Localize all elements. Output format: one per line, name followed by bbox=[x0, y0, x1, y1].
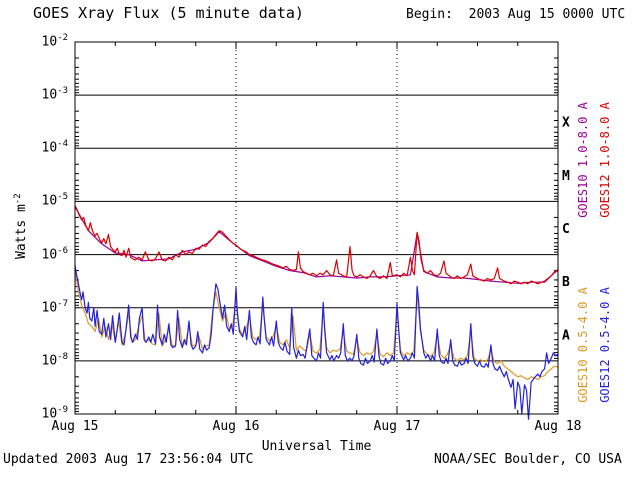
flare-class-label-a: A bbox=[562, 328, 570, 343]
series-line-goes10-1-0-8-0-a bbox=[74, 206, 559, 284]
flare-class-label-c: C bbox=[562, 222, 570, 237]
series-line-goes12-1-0-8-0-a bbox=[74, 205, 559, 285]
y-tick-label: 10-8 bbox=[41, 351, 69, 369]
legend-goes12-1-0-8-0-a: GOES12 1.0-8.0 A bbox=[598, 101, 612, 217]
x-tick-label: Aug 15 bbox=[51, 419, 99, 434]
y-tick-label: 10-3 bbox=[41, 86, 69, 103]
y-tick-label: 10-9 bbox=[41, 405, 69, 422]
legend-goes10-1-0-8-0-a: GOES10 1.0-8.0 A bbox=[576, 101, 590, 217]
legend-goes10-0-5-4-0-a: GOES10 0.5-4.0 A bbox=[576, 286, 590, 402]
updated-timestamp: Updated 2003 Aug 17 23:56:04 UTC bbox=[3, 452, 254, 467]
x-tick-label: Aug 16 bbox=[212, 419, 260, 434]
flare-class-label-b: B bbox=[562, 275, 570, 290]
x-axis-title: Universal Time bbox=[261, 439, 372, 454]
x-tick-label: Aug 17 bbox=[373, 419, 421, 434]
y-axis-title: Watts m-2 bbox=[12, 193, 30, 259]
y-tick-label: 10-5 bbox=[41, 192, 69, 209]
x-tick-label: Aug 18 bbox=[534, 419, 582, 434]
series-line-goes10-0-5-4-0-a bbox=[74, 270, 559, 381]
chart-title: GOES Xray Flux (5 minute data) bbox=[33, 4, 304, 22]
flare-class-label-m: M bbox=[562, 169, 570, 184]
y-tick-label: 10-4 bbox=[41, 139, 69, 156]
flare-class-label-x: X bbox=[562, 116, 570, 131]
y-tick-label: 10-7 bbox=[41, 298, 69, 316]
credit-label: NOAA/SEC Boulder, CO USA bbox=[434, 452, 622, 467]
plot-border bbox=[74, 41, 559, 415]
y-tick-label: 10-2 bbox=[41, 33, 69, 50]
begin-time-label: Begin: 2003 Aug 15 0000 UTC bbox=[406, 7, 626, 22]
y-tick-label: 10-6 bbox=[41, 245, 69, 262]
legend-goes12-0-5-4-0-a: GOES12 0.5-4.0 A bbox=[598, 286, 612, 402]
series-line-goes12-0-5-4-0-a bbox=[74, 265, 559, 420]
